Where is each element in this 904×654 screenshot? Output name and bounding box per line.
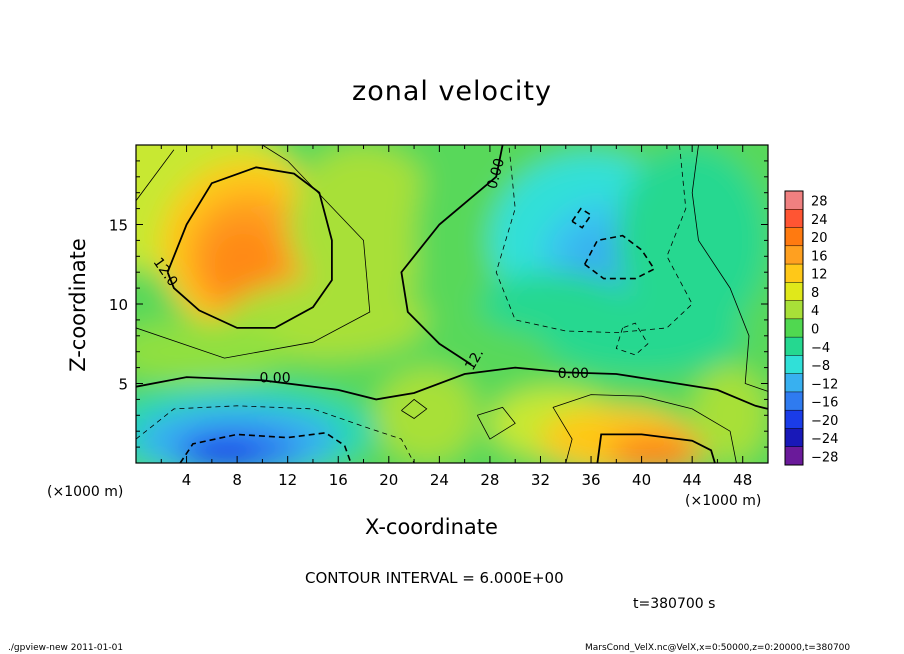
colorbar-label: −4 [811, 341, 830, 356]
y-tick-label: 15 [109, 217, 128, 235]
footer-left: ./gpview-new 2011-01-01 [8, 643, 124, 653]
y-tick-label: 5 [118, 376, 128, 394]
colorbar-swatch [785, 373, 803, 392]
x-tick-label: 20 [379, 471, 398, 489]
contour-line [166, 166, 333, 329]
x-tick-label: 4 [182, 471, 192, 489]
colorbar-label: 8 [811, 286, 819, 301]
x-tick-label: 32 [531, 471, 550, 489]
contour-line [691, 145, 768, 392]
x-tick-label: 24 [430, 471, 449, 489]
colorbar-label: −24 [811, 432, 838, 447]
contour-line [136, 405, 415, 463]
colorbar-label: 12 [811, 268, 828, 283]
time-label: t=380700 s [633, 596, 716, 612]
colorbar-swatch [785, 209, 803, 228]
colorbar-swatch [785, 191, 803, 210]
contour-label: 0.00 [558, 366, 589, 382]
colorbar-swatch [785, 446, 803, 465]
contour-line [583, 234, 656, 280]
colorbar-swatch [785, 391, 803, 411]
contour-line [136, 149, 175, 201]
colorbar-label: 16 [811, 249, 828, 264]
contour-line [596, 433, 716, 463]
chart-title: zonal velocity [352, 76, 552, 107]
x-tick-label: 36 [581, 471, 600, 489]
colorbar-label: −28 [811, 450, 838, 465]
colorbar-swatch [785, 264, 803, 283]
colorbar-label: 20 [811, 231, 828, 246]
colorbar-swatch [785, 318, 803, 338]
x-tick-label: 8 [232, 471, 242, 489]
contour-line [401, 398, 428, 419]
y-tick-label: 10 [109, 296, 128, 314]
x-tick-label: 40 [632, 471, 651, 489]
contour-line [400, 145, 504, 366]
contour-line [136, 145, 371, 359]
contour-line [495, 145, 693, 334]
colorbar-label: −8 [811, 359, 830, 374]
colorbar-label: 28 [811, 195, 828, 210]
x-unit-label-right: (×1000 m) [685, 493, 762, 509]
colorbar-swatch [785, 282, 803, 301]
contour-line [476, 406, 516, 440]
x-unit-label: (×1000 m) [47, 484, 124, 500]
contour-label: 0.00 [484, 156, 508, 190]
colorbar-swatch [785, 410, 803, 429]
colorbar-label: 0 [811, 323, 819, 338]
colorbar-swatch [785, 337, 803, 356]
contour-line [552, 394, 737, 463]
y-axis-label: Z-coordinate [66, 238, 90, 372]
contour-line [615, 322, 649, 356]
colorbar-label: 4 [811, 304, 819, 319]
contour-line [179, 431, 352, 463]
x-tick-label: 12 [278, 471, 297, 489]
x-tick-label: 48 [733, 471, 752, 489]
x-tick-label: 28 [480, 471, 499, 489]
contour-line [571, 207, 593, 229]
colorbar-label: 24 [811, 213, 828, 228]
colorbar-swatch [785, 428, 803, 447]
colorbar-label: −12 [811, 377, 838, 392]
x-axis-label: X-coordinate [365, 515, 498, 539]
contour-label: 0.00 [259, 371, 290, 387]
colorbar-swatch [785, 355, 803, 374]
colorbar-swatch [785, 227, 803, 246]
colorbar-label: −20 [811, 414, 838, 429]
colorbar-label: −16 [811, 396, 838, 411]
colorbar-swatch [785, 245, 803, 265]
contour-line [136, 366, 768, 410]
colorbar-swatch [785, 300, 803, 319]
contour-interval-text: CONTOUR INTERVAL = 6.000E+00 [305, 569, 564, 587]
x-tick-label: 16 [329, 471, 348, 489]
x-tick-label: 44 [683, 471, 702, 489]
footer-right: MarsCond_VelX.nc@VelX,x=0:50000,z=0:2000… [585, 643, 851, 653]
